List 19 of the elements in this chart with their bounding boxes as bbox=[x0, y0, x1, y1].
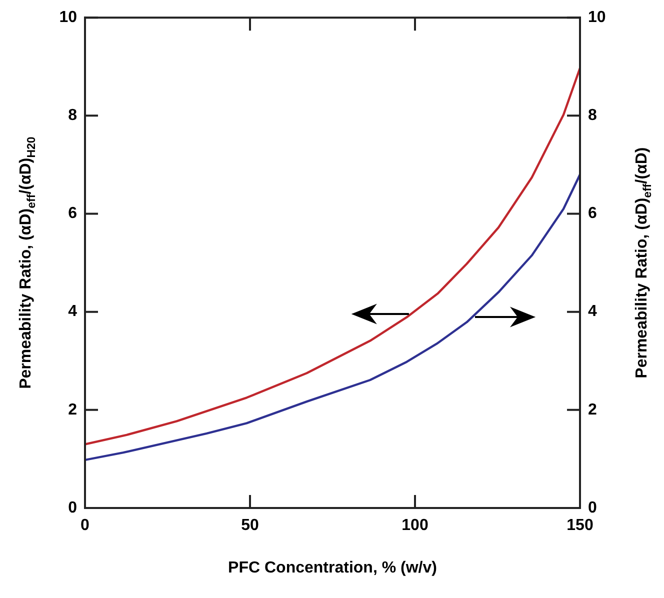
x-tick-label: 100 bbox=[402, 517, 428, 534]
y-axis-title: Permeability Ratio, (αD)eff/(αD)H20 bbox=[17, 136, 38, 389]
y2-tick-label: 0 bbox=[588, 499, 597, 516]
y2-axis-title: Permeability Ratio, (αD)eff/(αD) bbox=[633, 147, 654, 378]
x-tick-label: 50 bbox=[241, 517, 259, 534]
y-tick-label: 8 bbox=[68, 107, 78, 124]
x-tick-label: 150 bbox=[566, 517, 594, 534]
x-axis-title: PFC Concentration, % (w/v) bbox=[228, 559, 437, 576]
y-tick-label: 2 bbox=[68, 401, 78, 418]
y2-tick-label: 10 bbox=[588, 9, 606, 26]
x-tick-label: 0 bbox=[80, 517, 90, 534]
y-tick-label: 4 bbox=[68, 303, 78, 320]
y-tick-label: 0 bbox=[68, 499, 78, 516]
y2-tick-label: 2 bbox=[588, 401, 597, 418]
y2-tick-label: 8 bbox=[588, 107, 597, 124]
y2-tick-label: 4 bbox=[588, 303, 597, 320]
y-tick-label: 10 bbox=[59, 9, 78, 26]
y2-tick-label: 6 bbox=[588, 205, 597, 222]
y-tick-label: 6 bbox=[68, 205, 78, 222]
